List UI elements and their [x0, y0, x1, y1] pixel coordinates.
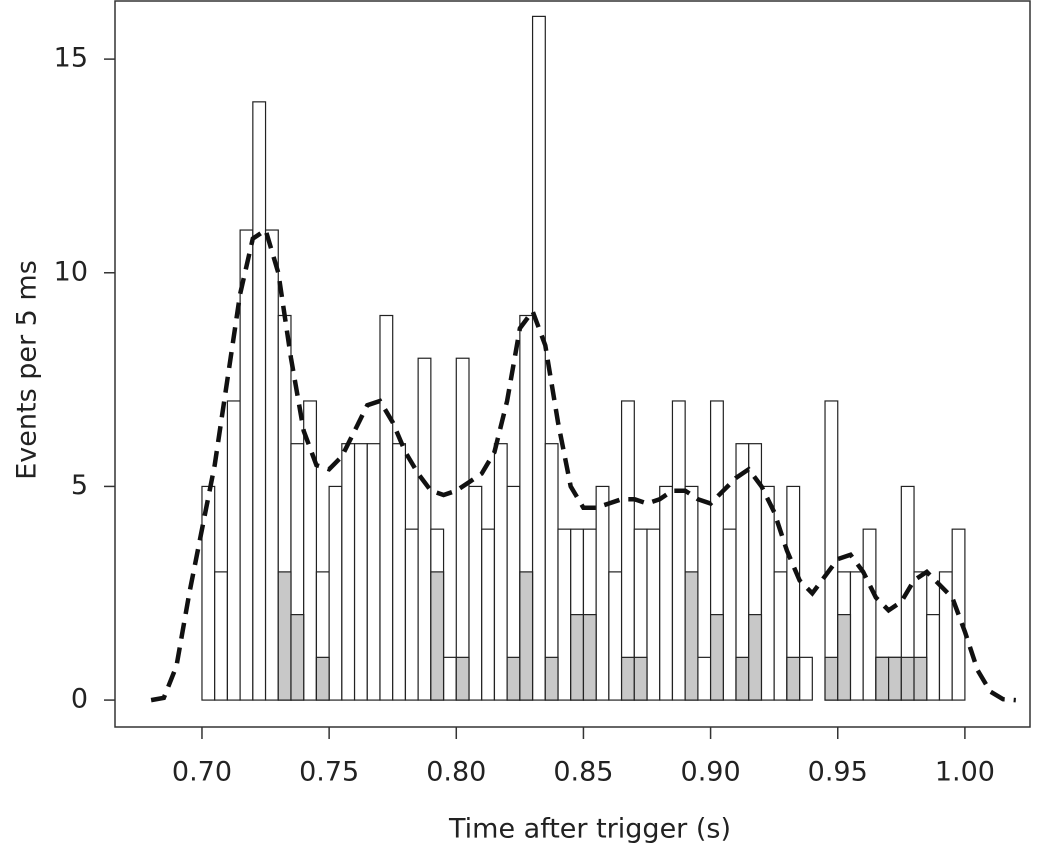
bar [455, 357, 470, 701]
bar [379, 314, 394, 701]
bar [646, 528, 661, 701]
x-tick-label: 0.80 [426, 757, 486, 788]
bar [926, 614, 941, 701]
bar [468, 485, 483, 701]
highlight-bar [506, 656, 521, 701]
highlight-bar [748, 614, 763, 701]
highlight-bar [455, 656, 470, 701]
highlight-bar [290, 614, 305, 701]
bar [366, 443, 381, 701]
bar [264, 229, 279, 701]
bar [798, 656, 813, 701]
bar [862, 528, 877, 701]
highlight-bar [709, 614, 724, 701]
highlight-bar [544, 656, 559, 701]
highlight-bar [582, 614, 597, 701]
highlight-bar [888, 656, 902, 701]
bar [481, 528, 496, 701]
y-tick-label: 10 [54, 256, 88, 287]
x-tick-label: 0.90 [681, 757, 741, 788]
bar [620, 400, 635, 701]
highlight-bar [684, 571, 699, 701]
highlight-bar [570, 614, 585, 701]
highlight-bar [633, 656, 648, 701]
bar [722, 528, 737, 701]
bar [201, 485, 216, 701]
bar [595, 485, 610, 701]
y-tick-label: 0 [71, 684, 88, 715]
bar [303, 400, 318, 701]
smoothed-curve [150, 226, 1016, 703]
highlight-bar [900, 656, 915, 701]
bar [404, 528, 419, 701]
bar [226, 400, 241, 701]
highlight-bar [315, 656, 330, 701]
bar [671, 400, 686, 701]
bar [392, 443, 407, 701]
bar [239, 229, 254, 701]
y-tick-label: 15 [54, 43, 88, 74]
bar [493, 443, 508, 701]
bar [773, 571, 788, 701]
bar [417, 357, 432, 701]
highlight-bar [735, 656, 750, 701]
y-tick-label: 5 [71, 470, 88, 501]
highlight-bar [277, 571, 292, 701]
bar [697, 656, 712, 701]
bar [328, 485, 343, 701]
bar [760, 485, 775, 701]
bar [353, 443, 368, 701]
bar [824, 400, 839, 701]
bar [608, 571, 623, 701]
x-tick-label: 0.70 [172, 757, 232, 788]
x-tick-label: 0.85 [553, 757, 613, 788]
bar [659, 485, 674, 701]
highlight-bar [430, 571, 445, 701]
highlight-bar [786, 656, 801, 701]
bar [849, 571, 864, 701]
highlight-bar [837, 614, 852, 701]
bar [531, 15, 546, 701]
bar [442, 656, 457, 701]
bar [341, 443, 356, 701]
plot-frame [114, 0, 1031, 728]
bar [557, 528, 572, 701]
y-axis-label: Events per 5 ms [12, 260, 43, 480]
highlight-bar [913, 656, 928, 701]
x-tick-label: 0.75 [299, 757, 359, 788]
x-axis-label: Time after trigger (s) [448, 814, 731, 845]
highlight-bar [519, 571, 534, 701]
x-tick-label: 1.00 [935, 757, 995, 788]
highlight-bar [620, 656, 635, 701]
highlight-bar [824, 656, 839, 701]
x-tick-label: 0.95 [808, 757, 868, 788]
bar [252, 101, 267, 701]
bar [214, 571, 229, 701]
highlight-bar [875, 656, 890, 701]
